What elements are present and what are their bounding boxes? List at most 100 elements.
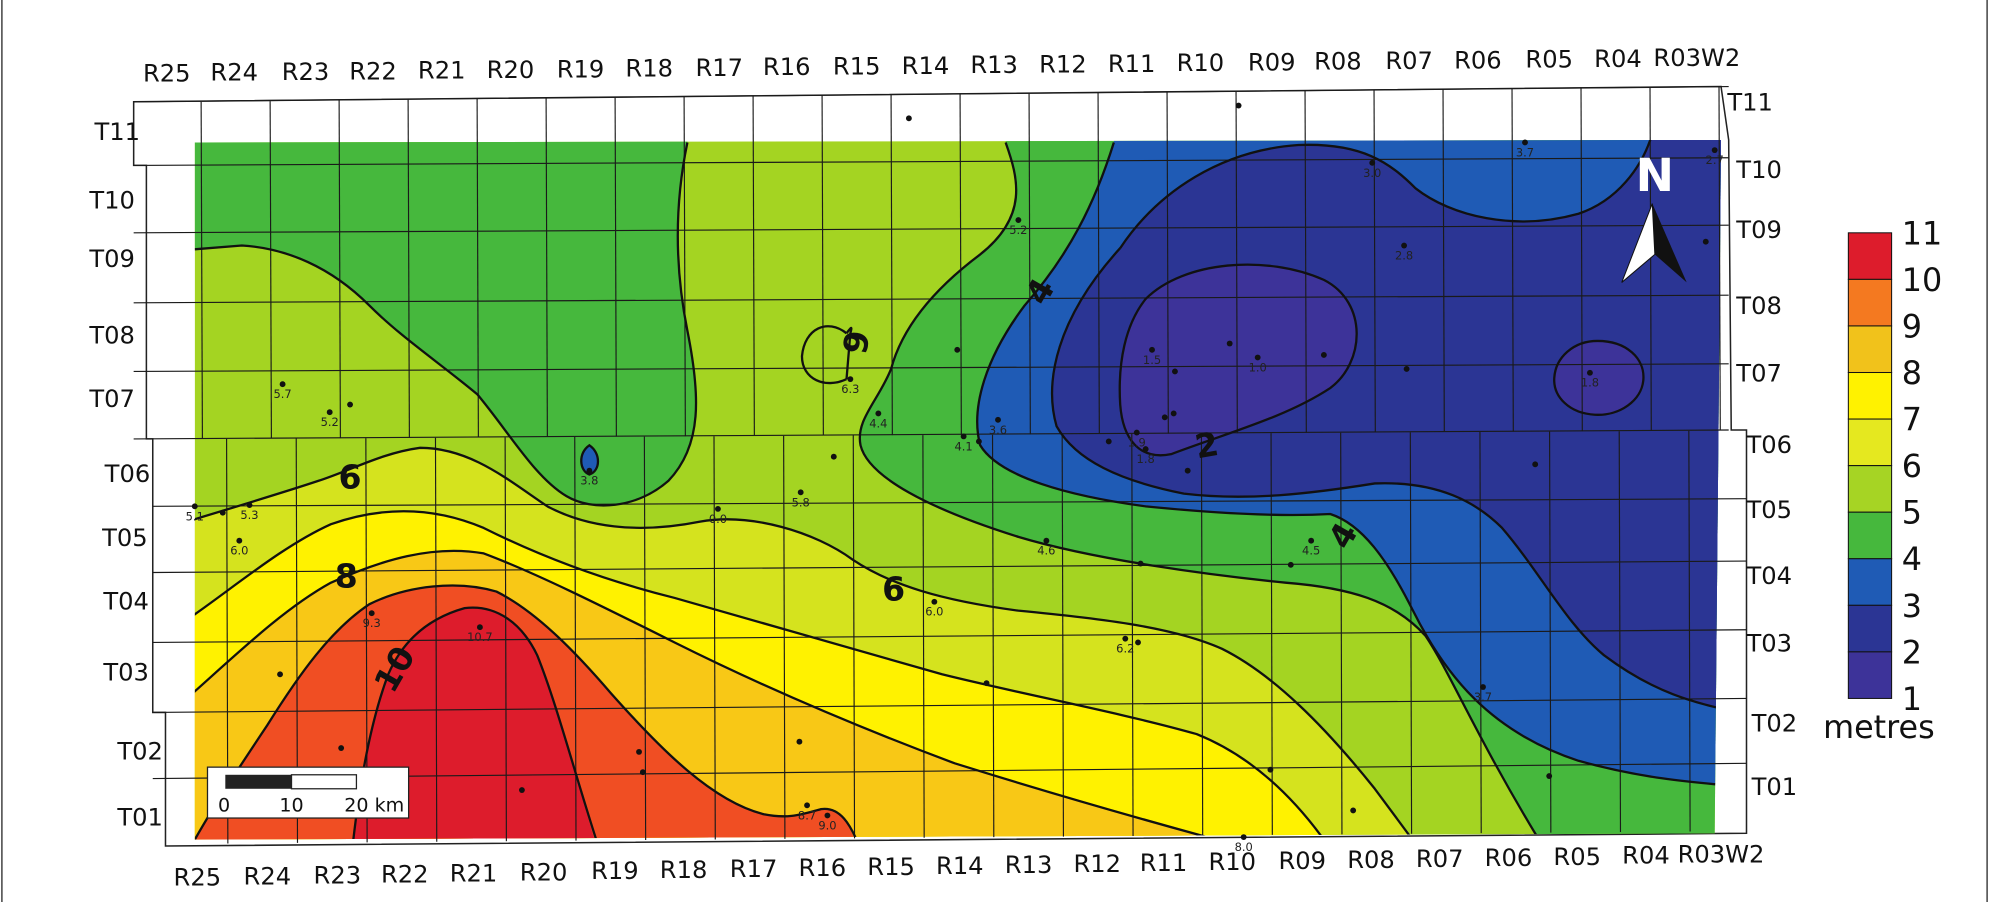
legend-swatch (1847, 371, 1893, 420)
township-label-right: T02 (1751, 710, 1798, 738)
station-point (1172, 368, 1178, 375)
grid-col-line (1442, 89, 1445, 433)
station-point (931, 598, 938, 605)
station-value: 6.0 (230, 544, 248, 558)
range-label-top: R19 (557, 55, 605, 83)
township-label-left: T06 (104, 460, 151, 488)
station-value: 4.6 (1037, 544, 1055, 558)
township-label-left: T05 (101, 524, 148, 552)
grid-col-line (545, 98, 548, 438)
station-value: 9.0 (818, 818, 836, 832)
grid-col-line (1409, 432, 1413, 834)
range-label-top: R22 (349, 57, 397, 85)
grid-col-line (1097, 92, 1100, 434)
legend-tick-label: 8 (1902, 354, 1922, 392)
contour-line (194, 142, 698, 507)
station-value: 8.0 (1235, 840, 1253, 854)
grid-col-line (1373, 89, 1376, 433)
station-point (1480, 684, 1486, 690)
township-label-left: T04 (102, 587, 149, 615)
range-label-bottom: R22 (381, 860, 429, 888)
station-value: 4.4 (869, 416, 887, 430)
range-label-bottom: R05 (1553, 843, 1601, 871)
range-label-top: R03W2 (1653, 44, 1740, 72)
grid-col-line (1061, 434, 1065, 837)
range-label-bottom: R19 (591, 857, 639, 885)
grid-col-line (1304, 90, 1307, 433)
station-point (995, 416, 1001, 423)
station-point (279, 381, 286, 388)
grid-col-line (1131, 433, 1134, 837)
range-label-top: R07 (1385, 47, 1433, 75)
station-value: 3.7 (1516, 145, 1534, 159)
contour-label: 6 (882, 569, 905, 608)
range-label-top: R25 (143, 59, 191, 87)
color-legend: 11 10 9 8 7 6 5 4 3 2 1 (1847, 214, 1942, 718)
station-point (639, 769, 646, 776)
scale-bar-white-segment (290, 774, 358, 790)
township-label-left: T01 (116, 804, 163, 832)
station-point (1235, 102, 1242, 109)
grid-row-line (133, 157, 1729, 166)
range-label-top: R21 (418, 57, 466, 85)
range-label-top: R11 (1108, 50, 1156, 78)
range-label-bottom: R07 (1416, 845, 1464, 873)
legend-tick-label: 10 (1902, 261, 1942, 299)
station-point (960, 433, 967, 440)
station-point (796, 738, 803, 745)
contour-line (1118, 263, 1358, 457)
contour-line (194, 446, 1423, 840)
grid-row-line (152, 498, 1747, 507)
range-label-top: R18 (625, 55, 673, 83)
township-label-right: T05 (1745, 496, 1792, 524)
station-point (804, 802, 810, 809)
fill-blob-3-4 (581, 445, 598, 475)
range-label-bottom: R08 (1347, 846, 1395, 874)
station-value: 1.5 (1143, 353, 1161, 367)
station-point (954, 346, 961, 353)
fill-1-2 (1119, 264, 1357, 456)
station-point (1137, 560, 1144, 567)
station-point (1142, 446, 1149, 453)
station-value: 3.0 (1363, 166, 1381, 180)
station-point (1133, 429, 1140, 436)
legend-tick-label: 1 (1902, 680, 1922, 718)
grid-row-line (133, 85, 1729, 103)
grid-col-line (1549, 431, 1552, 833)
scale-bar: 0 10 20 km (206, 766, 410, 819)
station-point (1308, 537, 1315, 544)
contour-lines (194, 139, 1722, 840)
contour-line (800, 325, 848, 385)
range-label-bottom: R24 (244, 862, 292, 890)
fill-4-5-northwest (194, 139, 697, 506)
range-label-top: R10 (1177, 49, 1225, 77)
station-point (1122, 635, 1129, 642)
township-label-left: T07 (88, 385, 135, 413)
fill-1-2-east (1554, 340, 1644, 415)
range-label-top: R06 (1454, 46, 1502, 74)
legend-swatch (1847, 558, 1893, 606)
grid-col-line (1166, 91, 1169, 434)
range-label-bottom: R12 (1074, 850, 1122, 878)
scale-label-20km: 20 km (344, 795, 404, 817)
station-point (1369, 159, 1376, 166)
station-point (191, 503, 198, 510)
station-point (1522, 139, 1528, 146)
station-value: 6.2 (1116, 642, 1134, 656)
legend-tick-label: 11 (1902, 214, 1942, 252)
station-point (636, 748, 642, 755)
station-point (1161, 414, 1168, 421)
scale-label-0: 0 (218, 795, 230, 817)
station-point (1105, 438, 1112, 445)
station-point (847, 376, 854, 383)
station-point (824, 812, 831, 819)
scale-bar-black-segment (225, 774, 292, 789)
station-value: 8.7 (798, 808, 816, 822)
grid-col-line (991, 434, 995, 838)
station-value: 6.3 (841, 382, 859, 396)
contour-line (1553, 339, 1645, 416)
range-label-bottom: R13 (1005, 851, 1053, 879)
grid-col-line (338, 100, 341, 439)
station-point (715, 505, 721, 512)
contour-line (351, 606, 600, 840)
